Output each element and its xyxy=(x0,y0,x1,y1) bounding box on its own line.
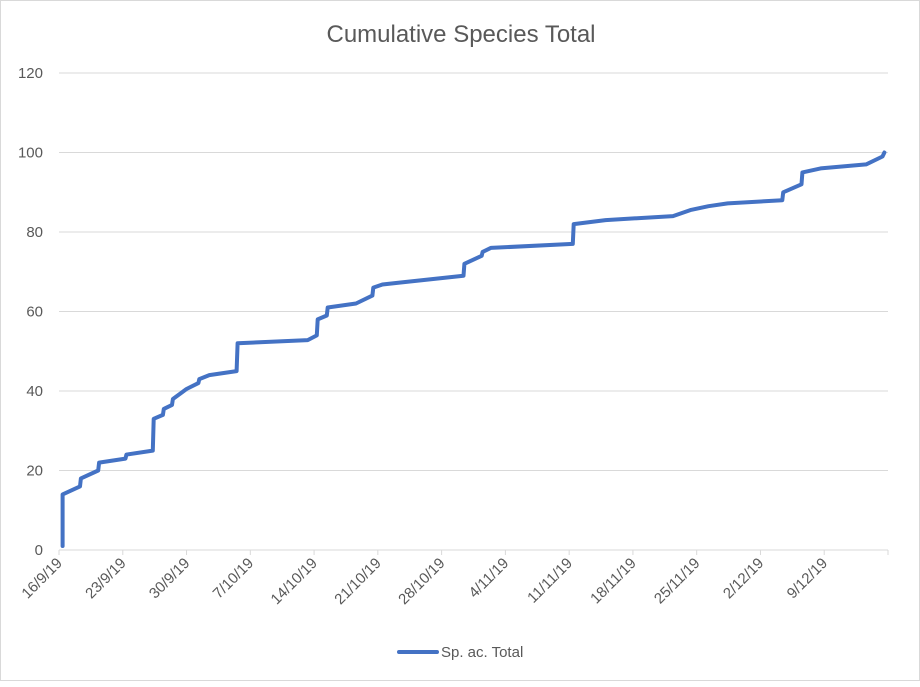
data-point xyxy=(489,246,493,250)
data-point xyxy=(461,274,465,278)
data-point xyxy=(151,449,155,453)
data-point xyxy=(370,294,374,298)
y-tick-label-100: 100 xyxy=(18,145,43,162)
data-point xyxy=(78,484,82,488)
data-point xyxy=(197,377,201,381)
data-point xyxy=(480,254,484,258)
x-tick-label-11-11-19: 11/11/19 xyxy=(524,555,576,607)
data-point xyxy=(316,317,320,321)
x-tick-label-25-11-19: 25/11/19 xyxy=(651,555,704,608)
data-point xyxy=(881,154,885,158)
data-point xyxy=(707,204,711,208)
data-point xyxy=(325,313,329,317)
data-point xyxy=(671,214,675,218)
data-point xyxy=(780,198,784,202)
data-point xyxy=(161,413,165,417)
x-tick-label-30-9-19: 30/9/19 xyxy=(146,555,193,602)
y-tick-label-120: 120 xyxy=(18,65,43,82)
series-layer xyxy=(60,150,887,548)
data-point xyxy=(185,387,189,391)
data-point xyxy=(688,208,692,212)
x-tick-label-7-10-19: 7/10/19 xyxy=(210,555,257,602)
data-point xyxy=(306,338,310,342)
data-point xyxy=(726,201,730,205)
y-tick-label-60: 60 xyxy=(26,304,43,321)
data-point xyxy=(882,151,886,155)
data-point xyxy=(399,280,403,284)
data-point xyxy=(236,341,240,345)
x-tick-label-16-9-19: 16/9/19 xyxy=(18,555,65,602)
y-tick-label-20: 20 xyxy=(26,463,43,480)
data-point xyxy=(781,190,785,194)
x-axis-ticks: 16/9/19 23/9/19 30/9/19 7/10/19 14/10/19 21/1… xyxy=(18,550,889,608)
y-tick-label-40: 40 xyxy=(26,383,43,400)
data-point xyxy=(162,407,166,411)
x-tick-label-21-10-19: 21/10/19 xyxy=(331,555,384,608)
data-point xyxy=(864,162,868,166)
data-point xyxy=(799,182,803,186)
data-point xyxy=(171,397,175,401)
legend[interactable]: Sp. ac. Total xyxy=(397,644,523,661)
data-point xyxy=(380,282,384,286)
data-point xyxy=(179,391,183,395)
data-point xyxy=(571,242,575,246)
data-point xyxy=(800,170,804,174)
data-point xyxy=(207,373,211,377)
data-point xyxy=(326,306,330,310)
data-point xyxy=(354,302,358,306)
y-tick-label-0: 0 xyxy=(35,542,43,559)
x-tick-label-9-12-19: 9/12/19 xyxy=(784,555,831,602)
x-tick-label-2-12-19: 2/12/19 xyxy=(720,555,767,602)
legend-label-sp-ac-total: Sp. ac. Total xyxy=(441,644,523,661)
data-point xyxy=(572,222,576,226)
x-tick-label-28-10-19: 28/10/19 xyxy=(395,555,448,608)
gridlines xyxy=(59,72,888,471)
data-point xyxy=(124,453,128,457)
data-point xyxy=(604,218,608,222)
x-tick-label-14-10-19: 14/10/19 xyxy=(268,555,321,608)
data-point xyxy=(235,369,239,373)
data-point xyxy=(371,286,375,290)
y-tick-label-80: 80 xyxy=(26,224,43,241)
data-point xyxy=(170,403,174,407)
data-point xyxy=(79,476,83,480)
data-point xyxy=(819,166,823,170)
data-point xyxy=(196,381,200,385)
series-line-sp-ac-total[interactable] xyxy=(60,150,887,548)
data-point xyxy=(152,417,156,421)
data-point xyxy=(462,262,466,266)
x-tick-label-23-9-19: 23/9/19 xyxy=(82,555,129,602)
chart-title: Cumulative Species Total xyxy=(326,21,595,48)
data-point xyxy=(315,333,319,337)
y-axis-tick-labels: 0 20 40 60 80 100 120 xyxy=(18,65,43,559)
data-point xyxy=(61,492,65,496)
data-point xyxy=(96,469,100,473)
x-tick-label-4-11-19: 4/11/19 xyxy=(466,555,513,602)
x-tick-label-18-11-19: 18/11/19 xyxy=(587,555,640,608)
data-point xyxy=(61,544,65,548)
data-point xyxy=(124,457,128,461)
data-point xyxy=(97,461,101,465)
data-point xyxy=(481,250,485,254)
